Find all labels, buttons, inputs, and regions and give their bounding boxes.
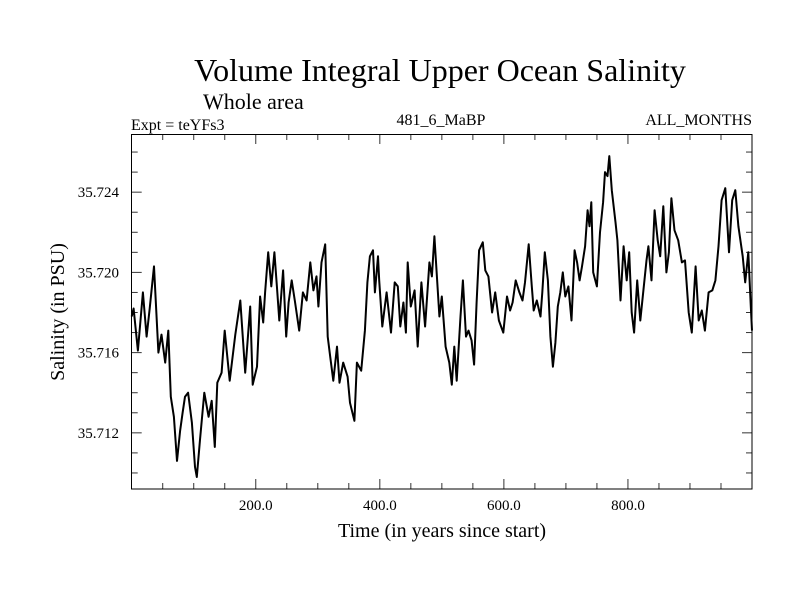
chart-title: Volume Integral Upper Ocean Salinity [194,52,686,88]
y-tick-label: 35.712 [78,426,119,442]
y-tick-labels: 35.712 35.716 35.720 35.724 [78,185,120,442]
x-tick-labels: 200.0 400.0 600.0 800.0 [239,498,645,514]
chart-subtitle: Whole area [203,89,304,114]
y-axis-label: Salinity (in PSU) [47,243,69,381]
months-label: ALL_MONTHS [645,112,752,129]
salinity-series-line [130,155,753,478]
period-label: 481_6_MaBP [397,112,486,129]
x-tick-label: 200.0 [239,498,273,514]
axis-ticks [131,134,752,489]
y-tick-label: 35.716 [78,346,120,362]
plot-frame [131,134,753,490]
x-tick-label: 600.0 [487,498,521,514]
y-tick-label: 35.720 [78,265,119,281]
x-tick-label: 400.0 [363,498,397,514]
experiment-label: Expt = teYFs3 [131,117,224,134]
x-axis-label: Time (in years since start) [338,520,546,542]
y-tick-label: 35.724 [78,185,120,201]
x-tick-label: 800.0 [611,498,645,514]
